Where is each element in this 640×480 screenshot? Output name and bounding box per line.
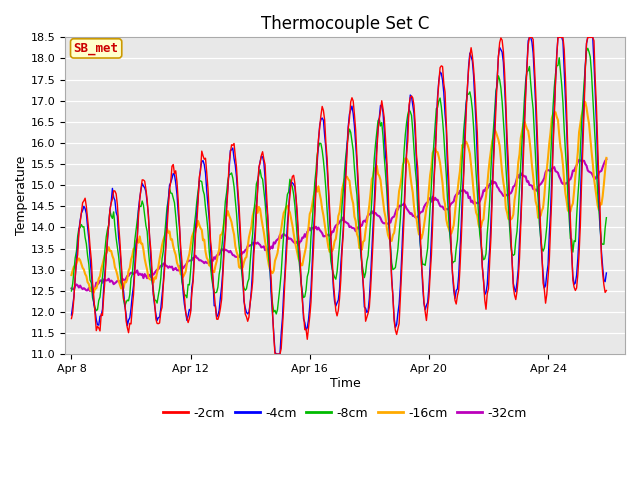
Legend: -2cm, -4cm, -8cm, -16cm, -32cm: -2cm, -4cm, -8cm, -16cm, -32cm <box>159 402 532 424</box>
Title: Thermocouple Set C: Thermocouple Set C <box>261 15 429 33</box>
Y-axis label: Temperature: Temperature <box>15 156 28 235</box>
X-axis label: Time: Time <box>330 377 360 390</box>
Text: SB_met: SB_met <box>74 42 118 55</box>
